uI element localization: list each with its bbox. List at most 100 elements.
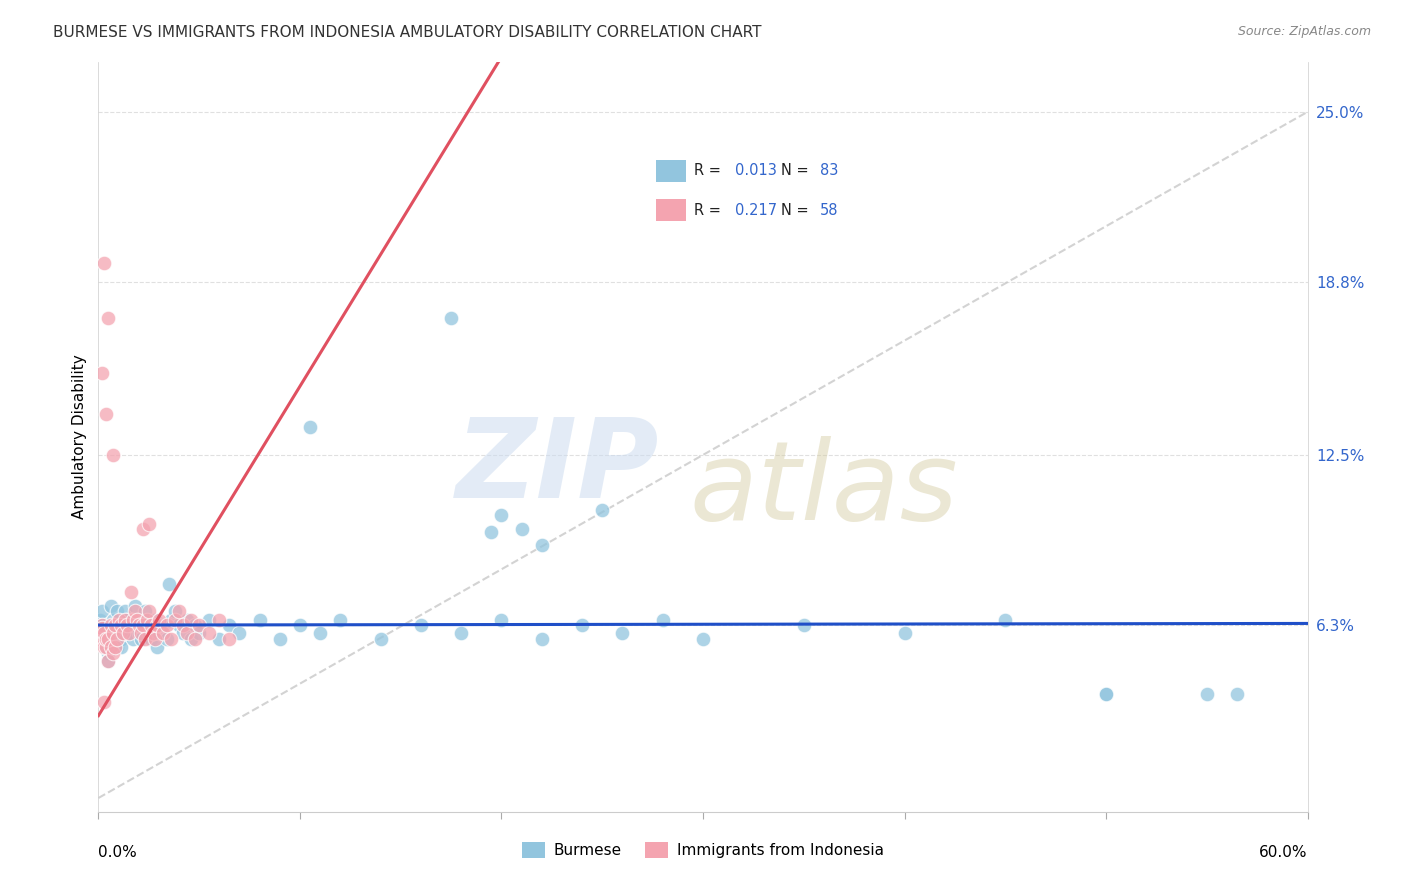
- Point: [101, 646, 124, 660]
- Point: [208, 613, 231, 627]
- Point: [184, 632, 207, 646]
- Point: [93, 626, 115, 640]
- Point: [198, 613, 221, 627]
- Point: [91, 618, 114, 632]
- Point: [97, 646, 120, 660]
- Point: [129, 626, 152, 640]
- Point: [692, 632, 714, 646]
- Point: [96, 407, 118, 421]
- Point: [114, 613, 136, 627]
- Point: [125, 613, 148, 627]
- Point: [409, 618, 432, 632]
- Point: [228, 626, 250, 640]
- Point: [269, 632, 291, 646]
- Point: [163, 604, 186, 618]
- Point: [93, 621, 115, 635]
- Point: [530, 632, 553, 646]
- Point: [93, 695, 115, 709]
- Point: [101, 618, 124, 632]
- Point: [571, 618, 593, 632]
- Point: [157, 577, 180, 591]
- Text: 0.0%: 0.0%: [98, 845, 138, 860]
- Point: [129, 632, 152, 646]
- Point: [180, 632, 202, 646]
- Point: [111, 618, 134, 632]
- Point: [97, 654, 120, 668]
- Point: [893, 626, 915, 640]
- Point: [530, 539, 553, 553]
- Point: [97, 632, 120, 646]
- Point: [124, 599, 146, 613]
- Point: [160, 613, 183, 627]
- Point: [101, 626, 124, 640]
- Point: [1095, 687, 1118, 701]
- Point: [100, 640, 122, 654]
- Point: [135, 613, 157, 627]
- Text: R =: R =: [695, 202, 725, 218]
- Point: [93, 640, 115, 654]
- Point: [115, 618, 138, 632]
- Point: [100, 618, 122, 632]
- Point: [121, 632, 143, 646]
- Point: [143, 613, 166, 627]
- Point: [97, 654, 120, 668]
- Point: [96, 632, 118, 646]
- Text: Source: ZipAtlas.com: Source: ZipAtlas.com: [1237, 25, 1371, 38]
- Point: [97, 310, 120, 325]
- Point: [138, 604, 160, 618]
- Point: [91, 618, 114, 632]
- Point: [176, 613, 198, 627]
- Point: [1195, 687, 1218, 701]
- Point: [167, 604, 190, 618]
- Point: [93, 626, 115, 640]
- Point: [299, 420, 322, 434]
- Point: [105, 640, 128, 654]
- Point: [288, 618, 311, 632]
- Point: [481, 524, 503, 539]
- Point: [156, 632, 179, 646]
- FancyBboxPatch shape: [657, 160, 686, 182]
- Point: [591, 503, 613, 517]
- Point: [100, 599, 122, 613]
- Point: [491, 613, 513, 627]
- Point: [249, 613, 271, 627]
- Legend: Burmese, Immigrants from Indonesia: Burmese, Immigrants from Indonesia: [516, 836, 890, 864]
- Text: BURMESE VS IMMIGRANTS FROM INDONESIA AMBULATORY DISABILITY CORRELATION CHART: BURMESE VS IMMIGRANTS FROM INDONESIA AMB…: [53, 25, 762, 40]
- Point: [1226, 687, 1249, 701]
- Text: ZIP: ZIP: [456, 414, 659, 521]
- Point: [107, 618, 129, 632]
- Point: [329, 613, 352, 627]
- Y-axis label: Ambulatory Disability: Ambulatory Disability: [72, 355, 87, 519]
- Point: [167, 618, 190, 632]
- Point: [111, 626, 134, 640]
- Point: [450, 626, 472, 640]
- Point: [1095, 687, 1118, 701]
- Point: [612, 626, 634, 640]
- Point: [101, 448, 124, 462]
- Point: [218, 632, 240, 646]
- Point: [188, 618, 211, 632]
- Point: [132, 613, 155, 627]
- Point: [440, 310, 463, 325]
- Point: [118, 626, 141, 640]
- Point: [103, 632, 125, 646]
- Text: N =: N =: [782, 202, 814, 218]
- Point: [114, 604, 136, 618]
- Point: [132, 522, 155, 536]
- Point: [152, 618, 174, 632]
- Point: [103, 618, 125, 632]
- Point: [139, 618, 162, 632]
- Point: [156, 618, 179, 632]
- Text: N =: N =: [782, 163, 814, 178]
- Point: [184, 618, 207, 632]
- Point: [142, 618, 165, 632]
- Point: [146, 640, 169, 654]
- Point: [105, 604, 128, 618]
- Point: [176, 626, 198, 640]
- Point: [128, 626, 150, 640]
- Point: [101, 613, 124, 627]
- Point: [93, 256, 115, 270]
- Point: [89, 632, 111, 646]
- Point: [125, 618, 148, 632]
- Point: [120, 626, 142, 640]
